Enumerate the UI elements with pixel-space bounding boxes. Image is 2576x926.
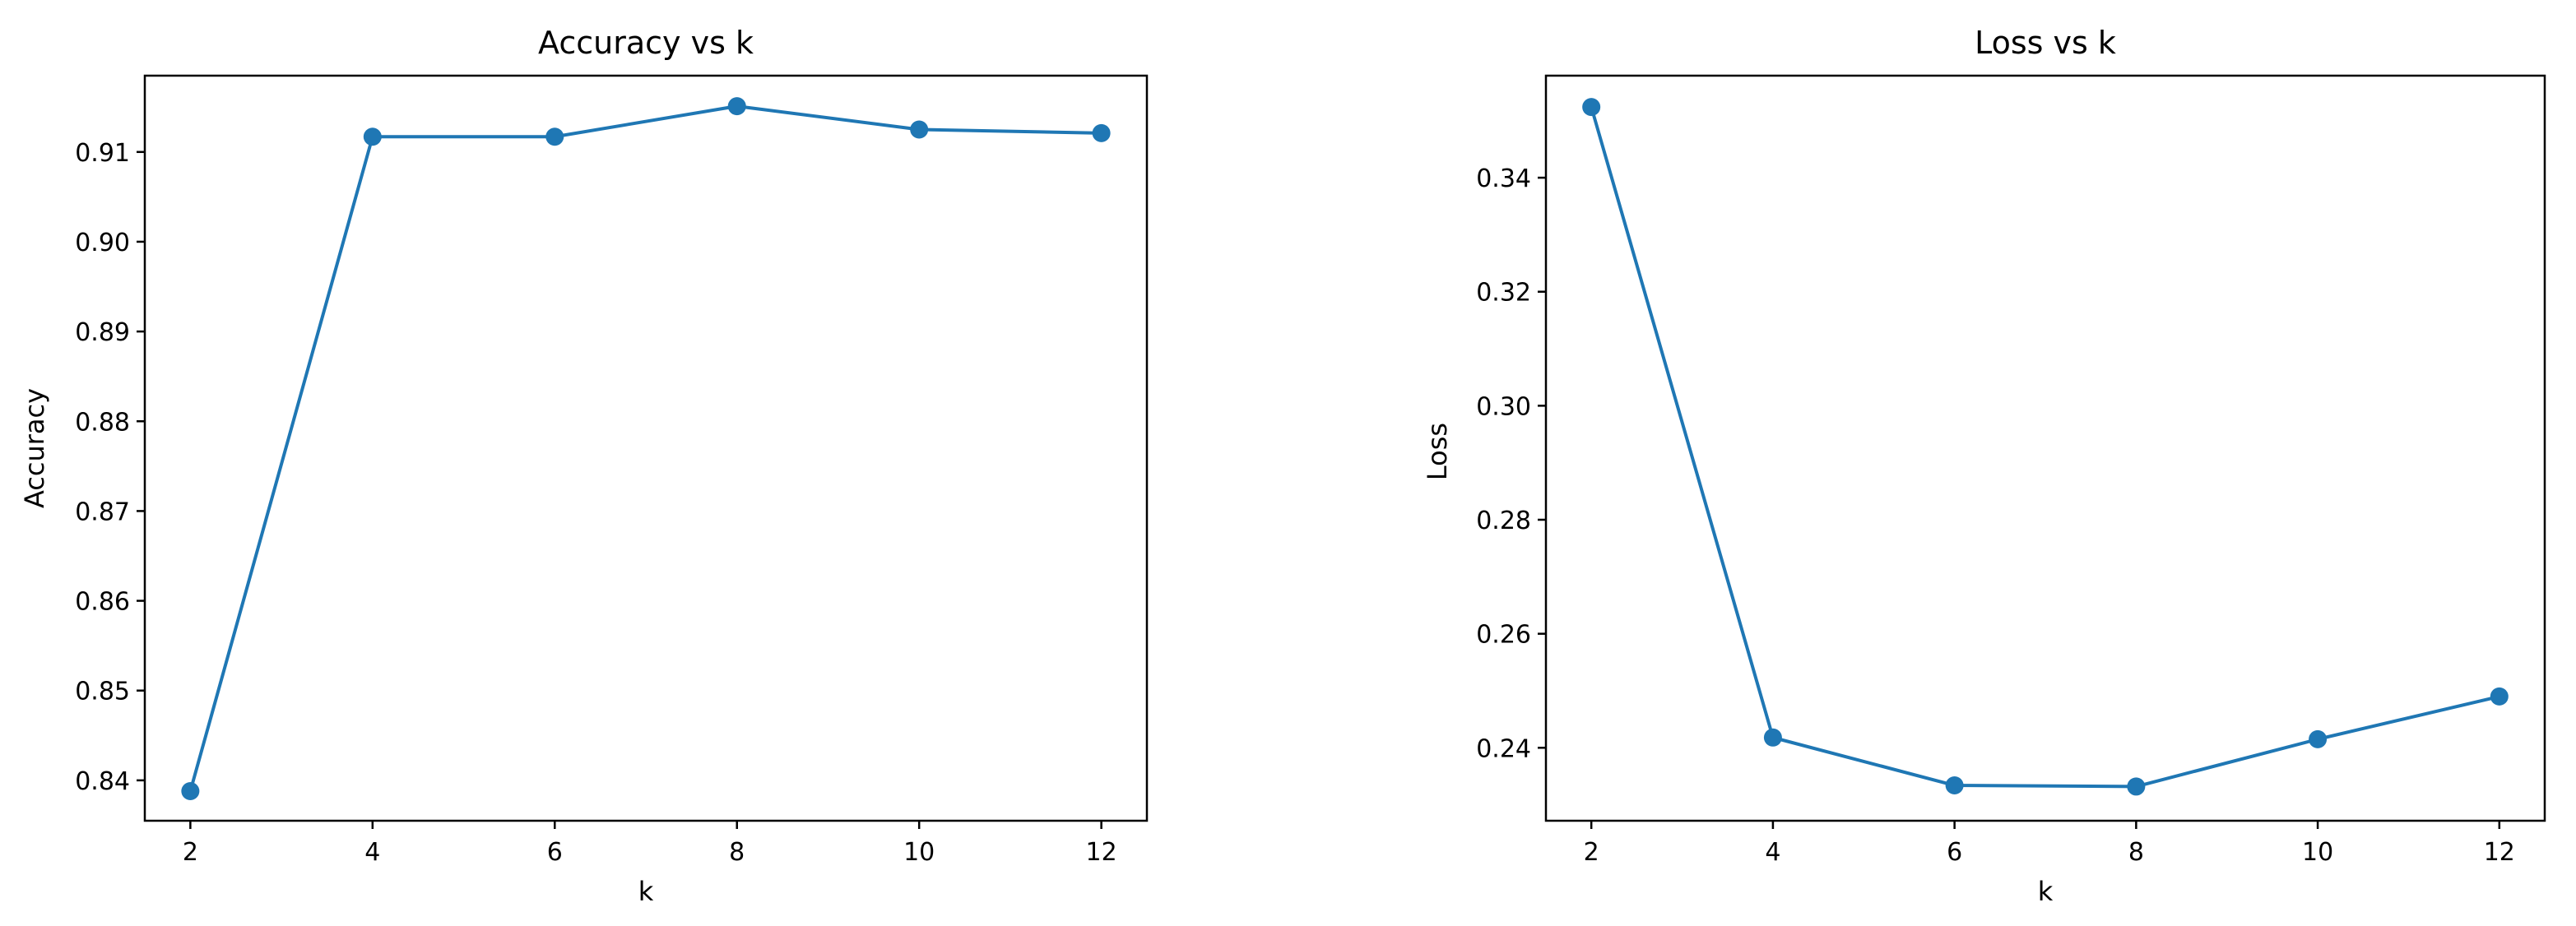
y-axis-label: Accuracy xyxy=(19,388,50,508)
y-tick-label: 0.90 xyxy=(75,229,130,257)
y-tick-label: 0.26 xyxy=(1476,621,1531,650)
data-point xyxy=(2490,687,2509,706)
y-axis-label: Loss xyxy=(1422,423,1453,480)
loss-chart: Loss vs k 2 4 6 8 10 12 0.240.260.280.300.320… xyxy=(1422,25,2546,907)
y-tick-label: 0.32 xyxy=(1476,279,1531,308)
accuracy-series xyxy=(181,97,1111,800)
data-point xyxy=(545,127,564,146)
x-tick-label: 8 xyxy=(2128,838,2144,867)
data-point xyxy=(1582,98,1601,117)
y-axis: 0.24 0.26 0.28 0.30 0.32 0.34 xyxy=(1476,164,1546,763)
series-line xyxy=(188,104,1103,793)
x-tick-label: 6 xyxy=(1947,838,1962,867)
y-tick-label: 0.30 xyxy=(1476,392,1531,421)
x-tick-label: 12 xyxy=(2484,838,2515,867)
x-axis-label: k xyxy=(638,876,654,907)
x-tick-label: 2 xyxy=(183,838,198,867)
y-axis: 0.84 0.85 0.86 0.87 0.88 0.89 0.90 0.91 xyxy=(75,139,145,796)
data-point xyxy=(181,781,200,800)
y-tick-label: 0.34 xyxy=(1476,164,1531,193)
x-tick-label: 12 xyxy=(1086,838,1117,867)
data-point xyxy=(1763,728,1782,747)
data-point xyxy=(1092,123,1111,142)
x-tick-label: 2 xyxy=(1584,838,1599,867)
data-point xyxy=(2127,777,2146,796)
y-tick-label: 0.91 xyxy=(75,139,130,168)
y-tick-label: 0.28 xyxy=(1476,507,1531,535)
x-tick-label: 8 xyxy=(729,838,745,867)
x-tick-label: 4 xyxy=(1765,838,1780,867)
x-axis: 2 4 6 8 10 12 xyxy=(183,821,1117,867)
x-axis-label: k xyxy=(2038,876,2054,907)
loss-series xyxy=(1582,98,2509,796)
x-tick-label: 6 xyxy=(547,838,563,867)
plot-area-frame xyxy=(143,74,1149,822)
chart-title: Accuracy vs k xyxy=(538,25,754,61)
series-line xyxy=(1590,105,2501,789)
y-tick-label: 0.85 xyxy=(75,678,130,706)
x-axis: 2 4 6 8 10 12 xyxy=(1584,821,2515,867)
data-point xyxy=(727,97,746,116)
y-tick-label: 0.84 xyxy=(75,767,130,796)
accuracy-chart: Accuracy vs k 2 4 6 8 10 12 0.840.850.860.870… xyxy=(19,25,1149,907)
data-point xyxy=(2309,729,2328,748)
y-tick-label: 0.88 xyxy=(75,408,130,437)
x-tick-label: 10 xyxy=(903,838,935,867)
x-tick-label: 10 xyxy=(2302,838,2333,867)
x-tick-label: 4 xyxy=(364,838,380,867)
data-point xyxy=(1945,776,1964,795)
y-tick-label: 0.89 xyxy=(75,318,130,347)
plot-area-frame xyxy=(1544,74,2546,822)
y-tick-label: 0.87 xyxy=(75,498,130,526)
data-point xyxy=(910,120,929,139)
y-tick-label: 0.86 xyxy=(75,588,130,617)
y-tick-label: 0.24 xyxy=(1476,734,1531,763)
data-point xyxy=(363,127,382,146)
chart-title: Loss vs k xyxy=(1975,25,2116,61)
